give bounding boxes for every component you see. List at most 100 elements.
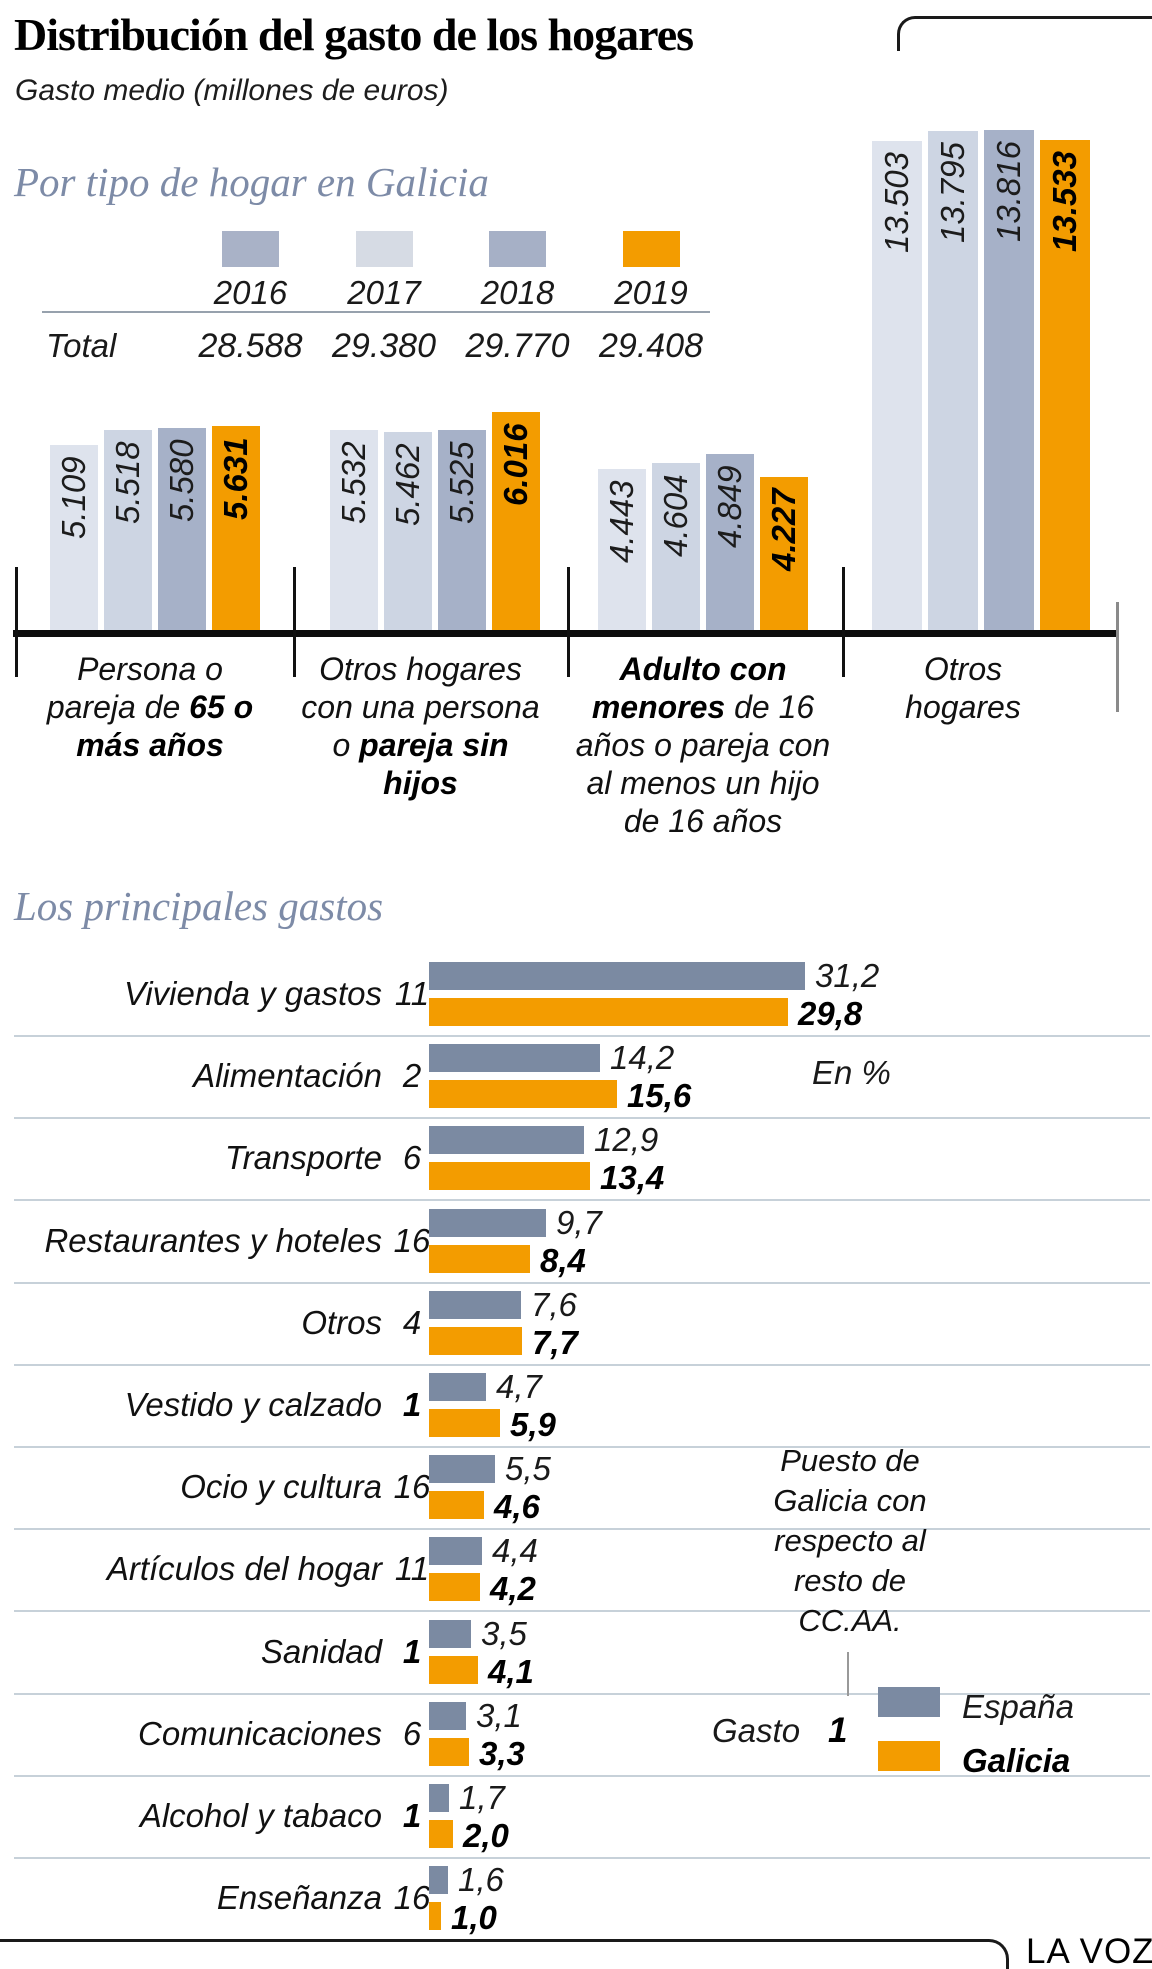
total-value: 29.770: [465, 327, 570, 365]
espana-bar: [429, 1455, 495, 1483]
x-axis-baseline: [13, 630, 1117, 637]
axis-tick: [842, 567, 845, 677]
espana-value: 9,7: [556, 1204, 602, 1241]
bar-value-label: 5.580: [163, 439, 200, 522]
row-rank: 16: [393, 1879, 431, 1916]
bar-value-label: 6.016: [497, 423, 534, 506]
espana-value: 5,5: [505, 1450, 551, 1487]
legend-year-label: 2018: [480, 274, 555, 311]
row-divider: [14, 1693, 1150, 1695]
espana-value: 4,4: [492, 1532, 538, 1569]
group-label-text: de 16 años o pareja con al menos un hijo…: [575, 689, 831, 839]
galicia-bar: [429, 1491, 484, 1519]
espana-bar: [429, 1126, 584, 1154]
axis-tick-right: [1116, 602, 1119, 712]
bar-2018: [158, 428, 206, 630]
total-value: 29.408: [599, 327, 703, 365]
bar-value-label: 5.462: [389, 443, 426, 526]
bar-2018: [984, 130, 1034, 630]
group-label-text: Otros hogares: [905, 651, 1021, 725]
row-rank: 11: [394, 1550, 430, 1587]
row-label: Enseñanza: [216, 1879, 382, 1916]
galicia-value: 7,7: [532, 1324, 578, 1361]
bar-2016: [872, 141, 922, 630]
row-label: Vestido y calzado: [124, 1386, 382, 1423]
espana-value: 7,6: [531, 1286, 577, 1323]
row-label: Restaurantes y hoteles: [44, 1222, 382, 1259]
row-rank: 16: [393, 1222, 431, 1259]
row-divider: [14, 1035, 1150, 1037]
row-divider: [14, 1364, 1150, 1366]
row-label: Transporte: [224, 1139, 382, 1176]
legend-swatch-2017: [355, 231, 413, 267]
espana-value: 3,5: [481, 1615, 527, 1652]
page-subtitle: Gasto medio (millones de euros): [15, 74, 449, 107]
bar-value-label: 5.525: [443, 441, 480, 524]
espana-value: 31,2: [815, 957, 880, 994]
galicia-value: 4,1: [488, 1653, 534, 1690]
bottom-chart-heading: Los principales gastos: [14, 883, 384, 929]
bar-value-label: 5.109: [55, 456, 92, 539]
galicia-bar: [429, 1162, 590, 1190]
rank-annotation: Puesto de Galicia con respecto al resto …: [773, 1443, 927, 1638]
row-divider: [14, 1857, 1150, 1859]
row-label: Alcohol y tabaco: [139, 1797, 382, 1834]
bar-value-label: 13.503: [878, 152, 915, 253]
row-label: Comunicaciones: [138, 1715, 382, 1752]
row-divider: [14, 1610, 1150, 1612]
bar-2019: [760, 477, 808, 630]
legend-swatch-2018: [489, 231, 546, 267]
bar-2019: [1040, 140, 1090, 630]
total-value: 29.380: [332, 327, 436, 365]
row-rank: 6: [402, 1139, 422, 1176]
espana-value: 4,7: [496, 1368, 542, 1405]
row-divider: [14, 1282, 1150, 1284]
galicia-value: 29,8: [798, 995, 863, 1032]
bar-2019: [492, 412, 540, 630]
espana-bar: [429, 962, 805, 990]
espana-bar: [429, 1373, 486, 1401]
row-rank: 4: [402, 1304, 422, 1341]
galicia-bar: [429, 1245, 530, 1273]
group-label: Persona o pareja de 65 o más años: [35, 650, 265, 764]
espana-value: 3,1: [476, 1697, 522, 1734]
galicia-bar: [429, 1902, 441, 1930]
row-divider: [14, 1528, 1150, 1530]
espana-value: 14,2: [610, 1039, 675, 1076]
bar-2018: [438, 430, 486, 630]
galicia-bar: [429, 1080, 617, 1108]
bar-2016: [598, 469, 646, 630]
galicia-value: 2,0: [463, 1817, 509, 1854]
espana-bar: [429, 1620, 471, 1648]
row-rank: 1: [402, 1633, 422, 1670]
row-divider: [14, 1117, 1150, 1119]
bar-value-label: 5.518: [109, 441, 146, 524]
legend-year-label: 2017: [347, 274, 421, 311]
galicia-value: 13,4: [600, 1159, 665, 1196]
galicia-value: 5,9: [510, 1406, 556, 1443]
bar-2016: [50, 445, 98, 630]
bar-value-label: 4.227: [765, 488, 802, 571]
footer-corner-bracket: [0, 1939, 1009, 1969]
group-label: Otros hogares con una persona o pareja s…: [298, 650, 543, 802]
galicia-bar: [429, 998, 788, 1026]
legend-swatch-2019: [622, 231, 680, 267]
bar-2016: [330, 430, 378, 630]
espana-bar: [429, 1866, 448, 1894]
group-label-text: 65 o más años: [76, 689, 254, 763]
group-label: Adulto con menores de 16 años o pareja c…: [572, 650, 834, 840]
galicia-bar: [429, 1738, 469, 1766]
legend-swatch-2016: [222, 231, 279, 267]
bar-value-label: 4.604: [657, 474, 694, 557]
bar-value-label: 4.443: [603, 480, 640, 563]
espana-value: 12,9: [594, 1121, 659, 1158]
totals-divider-line: [42, 311, 710, 313]
group-label-text: Adulto con menores: [591, 651, 787, 725]
top-chart-heading: Por tipo de hogar en Galicia: [14, 159, 489, 205]
annotation-connector-line: [847, 1652, 849, 1696]
galicia-value: 4,2: [490, 1570, 536, 1607]
group-label-text: Otros hogares con una persona o: [301, 651, 540, 763]
row-divider: [14, 1446, 1150, 1448]
bar-2017: [104, 430, 152, 630]
